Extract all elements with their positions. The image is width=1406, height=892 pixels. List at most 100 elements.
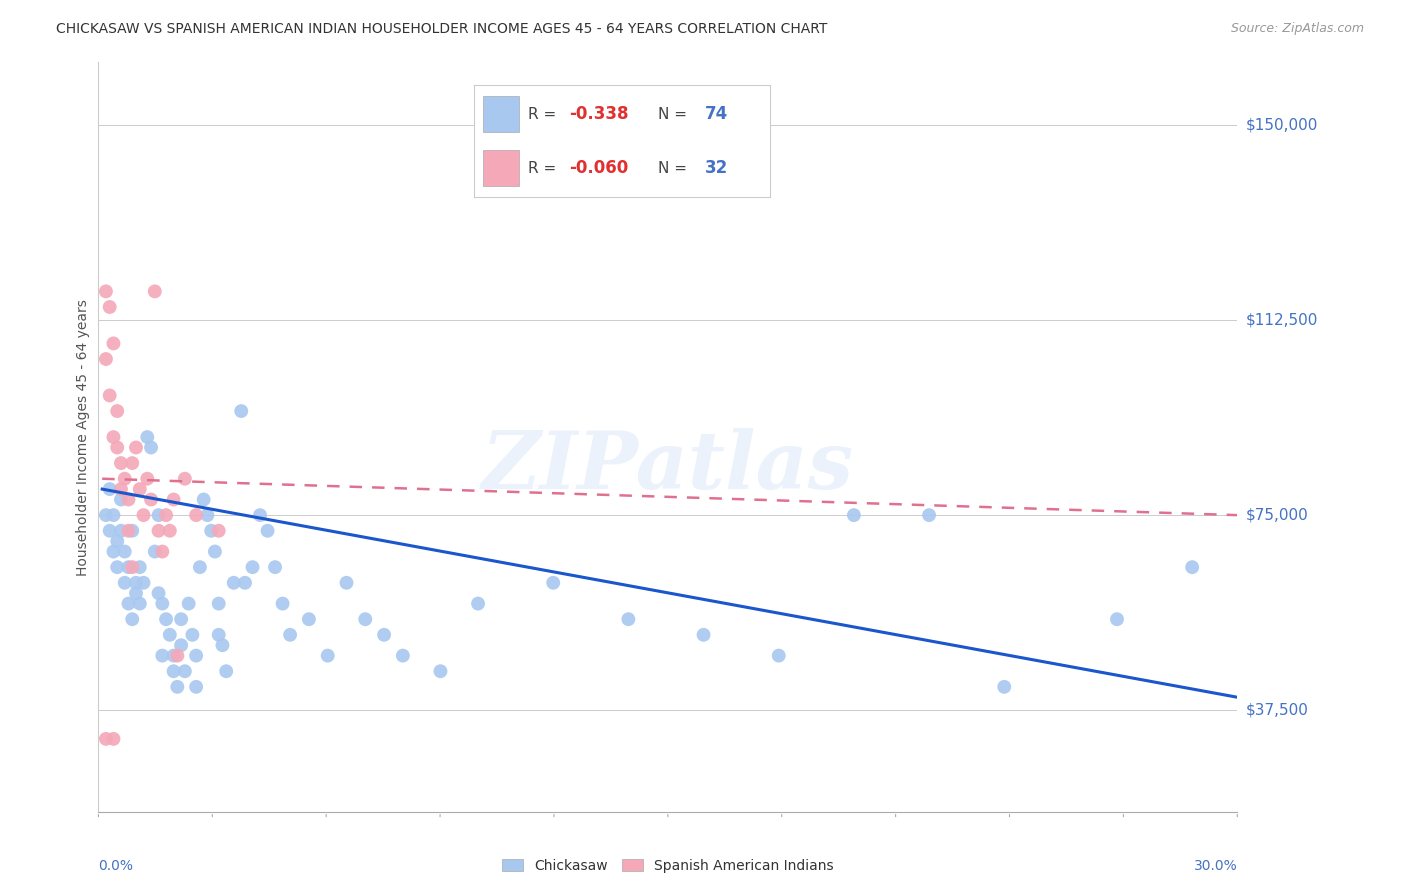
Point [148, 524, 170, 538]
Point [242, 560, 264, 574]
Point [193, 492, 215, 507]
Point [173, 472, 195, 486]
Point [162, 492, 184, 507]
Point [181, 628, 204, 642]
Point [271, 597, 294, 611]
Point [208, 628, 231, 642]
Point [125, 586, 148, 600]
Point [136, 430, 159, 444]
Point [128, 482, 150, 496]
Point [222, 575, 245, 590]
Point [264, 560, 287, 574]
Point [256, 524, 278, 538]
Point [139, 492, 162, 507]
Point [98, 300, 121, 314]
Point [278, 628, 301, 642]
Text: $150,000: $150,000 [1246, 118, 1317, 132]
Point [98, 482, 121, 496]
Point [211, 638, 233, 652]
Point [429, 664, 451, 679]
Point [103, 430, 125, 444]
Point [166, 680, 188, 694]
Point [204, 544, 226, 558]
Point [1181, 560, 1204, 574]
Point [186, 680, 208, 694]
Legend: Chickasaw, Spanish American Indians: Chickasaw, Spanish American Indians [495, 852, 841, 880]
Point [121, 456, 143, 470]
Text: 30.0%: 30.0% [1194, 858, 1237, 872]
Point [110, 524, 132, 538]
Point [186, 648, 208, 663]
Point [94, 508, 117, 523]
Point [197, 508, 219, 523]
Point [768, 648, 790, 663]
Point [155, 508, 177, 523]
Text: CHICKASAW VS SPANISH AMERICAN INDIAN HOUSEHOLDER INCOME AGES 45 - 64 YEARS CORRE: CHICKASAW VS SPANISH AMERICAN INDIAN HOU… [56, 22, 828, 37]
Point [166, 648, 188, 663]
Point [103, 508, 125, 523]
Text: Source: ZipAtlas.com: Source: ZipAtlas.com [1230, 22, 1364, 36]
Point [208, 597, 231, 611]
Point [114, 472, 136, 486]
Point [110, 492, 132, 507]
Point [170, 638, 193, 652]
Point [692, 628, 714, 642]
Point [541, 575, 564, 590]
Point [918, 508, 941, 523]
Point [103, 544, 125, 558]
Point [1105, 612, 1128, 626]
Point [173, 664, 195, 679]
Point [105, 534, 128, 549]
Text: 0.0%: 0.0% [98, 858, 134, 872]
Text: $37,500: $37,500 [1246, 703, 1309, 718]
Point [208, 524, 231, 538]
Point [150, 597, 173, 611]
Point [335, 575, 357, 590]
Point [132, 575, 155, 590]
Point [392, 648, 415, 663]
Point [121, 560, 143, 574]
Point [162, 664, 184, 679]
Point [125, 441, 148, 455]
Point [136, 472, 159, 486]
Point [114, 544, 136, 558]
Point [139, 441, 162, 455]
Point [155, 612, 177, 626]
Point [110, 456, 132, 470]
Point [105, 404, 128, 418]
Point [110, 482, 132, 496]
Point [467, 597, 489, 611]
Point [233, 575, 256, 590]
Point [121, 612, 143, 626]
Point [316, 648, 339, 663]
Point [373, 628, 395, 642]
Point [215, 664, 238, 679]
Text: $112,500: $112,500 [1246, 312, 1317, 327]
Point [117, 560, 139, 574]
Point [842, 508, 865, 523]
Point [105, 441, 128, 455]
Point [298, 612, 321, 626]
Point [117, 492, 139, 507]
Point [94, 285, 117, 299]
Point [148, 508, 170, 523]
Point [150, 648, 173, 663]
Point [993, 680, 1015, 694]
Point [94, 351, 117, 366]
Point [143, 544, 166, 558]
Point [159, 524, 181, 538]
Y-axis label: Householder Income Ages 45 - 64 years: Householder Income Ages 45 - 64 years [76, 299, 90, 575]
Point [148, 586, 170, 600]
Point [132, 508, 155, 523]
Point [617, 612, 640, 626]
Point [249, 508, 271, 523]
Point [354, 612, 377, 626]
Point [188, 560, 211, 574]
Point [143, 285, 166, 299]
Point [98, 388, 121, 402]
Text: $75,000: $75,000 [1246, 508, 1309, 523]
Point [150, 544, 173, 558]
Point [170, 612, 193, 626]
Point [98, 524, 121, 538]
Point [200, 524, 222, 538]
